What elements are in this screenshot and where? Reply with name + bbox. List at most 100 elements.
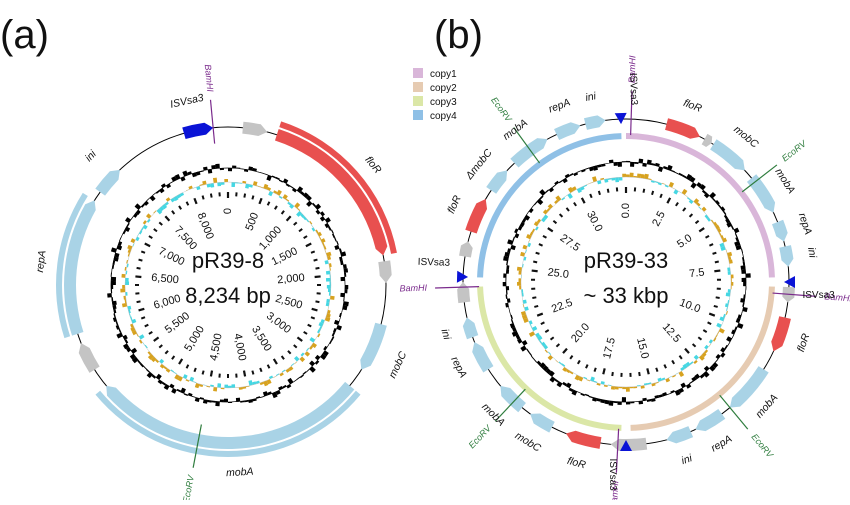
plasmid-b-gc-content-bar (520, 346, 526, 352)
plasmid-a-gc-skew-bar (146, 213, 151, 218)
plasmid-b-feature-ini (584, 115, 606, 130)
plasmid-b-feature-flor (771, 316, 791, 351)
plasmid-b-tick (574, 203, 576, 206)
plasmid-a-gc-content-bar (125, 217, 131, 223)
plasmid-a-tick-label: 2,000 (277, 272, 306, 286)
plasmid-b-size: ~ 33 kbp (583, 283, 668, 308)
plasmid-b-gene-label: repA (709, 433, 734, 455)
plasmid-b-gc-content-bar (626, 402, 630, 405)
plasmid-a-gc-skew-bar (213, 387, 217, 391)
plasmid-b-tick (539, 244, 543, 246)
panel-a-label: (a) (0, 13, 49, 57)
plasmid-a-tick (288, 351, 291, 354)
panel-a: (a) pR39-8 8,234 bp BamHIEcoRVISVsa3floR… (0, 13, 409, 500)
plasmid-a-gc-skew-bar (120, 289, 125, 293)
plasmid-b-gc-skew-bar (637, 173, 641, 178)
plasmid-b-feature-mobc (486, 170, 507, 193)
plasmid-a-gc-content-bar (111, 281, 116, 285)
plasmid-a-tick (145, 244, 150, 247)
plasmid-a-gc-skew-bar (121, 274, 125, 278)
plasmid-a-gc-content-bar (150, 195, 156, 201)
plasmid-b-name: pR39-33 (584, 248, 668, 273)
plasmid-b-tick-label: 5.0 (675, 232, 694, 251)
plasmid-a-tick (149, 236, 152, 238)
plasmid-b-tick-label: 25.0 (547, 266, 570, 280)
plasmid-a-tick (260, 368, 261, 372)
plasmid-b-tick (578, 360, 580, 363)
plasmid-b-tick-label: 2.5 (650, 209, 668, 228)
plasmid-a-gc-skew-bar (328, 288, 331, 292)
plasmid-a-gc-skew-bar (160, 364, 165, 369)
plasmid-a-tick (244, 194, 245, 198)
plasmid-a-gc-skew-bar (153, 210, 156, 213)
plasmid-a-tick (252, 371, 253, 375)
plasmid-b-gc-content-bar (618, 162, 622, 167)
plasmid-b-gene-label: ini (584, 90, 597, 104)
plasmid-a-gc-skew-bar (127, 245, 132, 250)
plasmid-b-feature-repa (772, 220, 788, 242)
plasmid-a-tick (141, 317, 145, 318)
plasmid-a-gene-label: repA (34, 250, 49, 274)
plasmid-a-gc-skew-bar (131, 238, 136, 243)
plasmid-a-gc-skew-bar (139, 334, 145, 339)
plasmid-b-gc-skew-bar (619, 177, 623, 180)
plasmid-b-tick (714, 306, 718, 307)
plasmid-a-gc-content-bar (171, 388, 177, 393)
plasmid-b-gc-skew-bar (679, 371, 685, 377)
plasmid-a-tick (135, 276, 141, 277)
plasmid-b-tick (698, 337, 701, 339)
plasmid-b-feature-ini (779, 245, 793, 267)
plasmid-a-gc-skew-bar (330, 296, 335, 300)
plasmid-b-tick (699, 228, 704, 231)
plasmid-a-gc-skew-bar (326, 278, 331, 282)
plasmid-b-feature-repa (472, 342, 493, 373)
plasmid-b-gc-skew-bar (519, 278, 522, 282)
plasmid-b-tick-label: 30.0 (584, 209, 605, 234)
plasmid-b-gc-skew-bar (532, 326, 538, 331)
plasmid-b-gc-skew-bar (716, 323, 722, 328)
plasmid-a-tick (154, 229, 157, 231)
plasmid-b-is-marker (784, 276, 795, 288)
plasmid-a-tick (297, 337, 302, 341)
legend-swatch-copy3 (413, 96, 423, 106)
plasmid-a-gc-skew-bar (283, 194, 288, 199)
plasmid-b-is-label: ISVsa3 (802, 290, 835, 301)
plasmid-b-tick (652, 191, 653, 195)
plasmid-b-tick (667, 198, 670, 203)
plasmid-b-tick-label: 17.5 (601, 336, 618, 360)
plasmid-a-tick (304, 332, 307, 334)
plasmid-b-gene-label: floR (682, 97, 704, 115)
plasmid-b-gc-skew-bar (682, 189, 688, 195)
plasmid-a-tick (282, 211, 284, 214)
plasmid-a-tick-label: 4,000 (231, 333, 248, 362)
plasmid-b-is-label: ISVsa3 (418, 257, 451, 269)
plasmid-b-tick (533, 262, 537, 263)
plasmid-b-gc-skew-bar (698, 206, 701, 209)
plasmid-a-feature-is (182, 123, 213, 139)
plasmid-a-feature-hypothetical (242, 122, 267, 136)
plasmid-b-gc-skew-bar (694, 355, 699, 360)
plasmid-a-tick (282, 356, 284, 359)
plasmid-a-feature-ini (95, 170, 120, 196)
plasmid-a-gc-skew-bar (300, 357, 306, 363)
plasmid-a-tick (211, 371, 212, 377)
plasmid-b-feature-moba (500, 386, 526, 412)
plasmid-b-feature-repa (695, 409, 725, 431)
plasmid-b-gc-content-bar (712, 198, 716, 202)
plasmid-b-gc-skew-bar (731, 282, 733, 286)
legend-swatch-copy4 (413, 110, 423, 120)
plasmid-a-tick (137, 301, 141, 302)
plasmid-b-feature-hypothetical (457, 282, 470, 303)
plasmid-a-tick (187, 202, 189, 206)
plasmid-a-tick-label: 2,500 (274, 293, 304, 312)
legend-swatch-copy1 (413, 68, 423, 78)
plasmid-a-site-label: BamHI (203, 64, 216, 93)
plasmid-a-gc-skew-bar (268, 191, 273, 196)
plasmid-a-gc-content-bar (146, 369, 150, 373)
legend-label-copy1: copy1 (430, 69, 457, 80)
plasmid-a-site-line (210, 100, 214, 144)
plasmid-b-tick (594, 368, 595, 372)
plasmid-b-site-label: EcoRV (489, 95, 514, 124)
plasmid-b-tick (545, 330, 548, 332)
plasmid-b-gc-skew-bar (545, 349, 548, 353)
